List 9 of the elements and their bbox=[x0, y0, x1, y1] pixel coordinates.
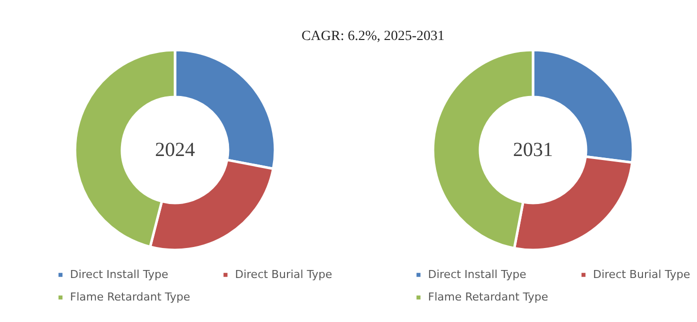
text: CAGR: 6.2%, 2025-2031 bbox=[301, 29, 445, 44]
legend-label: Flame Retardant Type bbox=[428, 290, 548, 304]
legend-label: Direct Burial Type bbox=[593, 268, 690, 281]
legend-label: Flame Retardant Type bbox=[70, 290, 190, 304]
legend-label: Direct Burial Type bbox=[235, 268, 332, 281]
text: 2031 bbox=[513, 139, 553, 161]
legend-label: Direct Install Type bbox=[428, 268, 527, 281]
legend-label: Direct Install Type bbox=[70, 268, 169, 281]
text: 2024 bbox=[155, 139, 195, 161]
